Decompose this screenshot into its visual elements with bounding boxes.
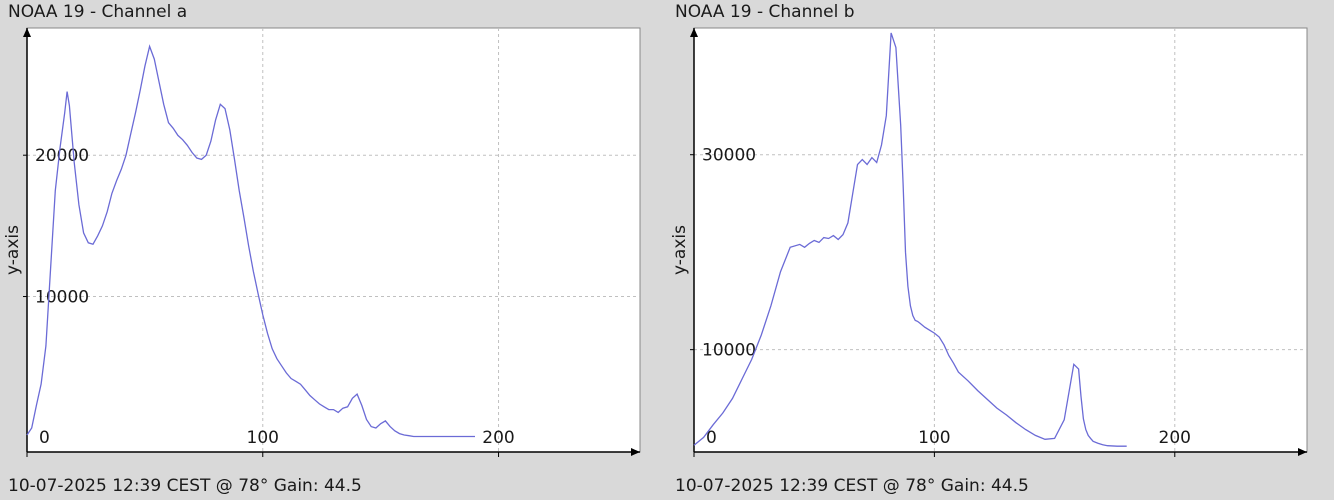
x-tick-label: 200 <box>482 428 514 448</box>
x-tick-label: 100 <box>247 428 279 448</box>
series-line <box>26 44 475 438</box>
plot-area: 0 100 200 10000 20000 y-axis <box>3 27 641 457</box>
y-tick-label: 10000 <box>35 288 89 308</box>
x-tick-label: 100 <box>918 428 950 448</box>
chart-title: NOAA 19 - Channel b <box>675 2 855 22</box>
footer-status: 10-07-2025 12:39 CEST @ 78° Gain: 44.5 <box>8 476 362 496</box>
y-tick-label: 30000 <box>702 146 756 166</box>
y-axis-arrow <box>23 28 31 37</box>
plot-area: 0 100 200 10000 30000 y-axis <box>670 27 1308 457</box>
chart-panel-channel-b: NOAA 19 - Channel b 0 100 200 10000 30000 y-a… <box>667 0 1334 500</box>
footer-status: 10-07-2025 12:39 CEST @ 78° Gain: 44.5 <box>675 476 1029 496</box>
x-tick-label: 0 <box>706 428 717 448</box>
series-line <box>693 32 1127 447</box>
y-tick-label: 10000 <box>702 341 756 361</box>
y-axis-arrow <box>690 28 698 37</box>
plot-background <box>693 27 1308 453</box>
y-axis-label: y-axis <box>3 225 23 275</box>
chart-panel-channel-a: NOAA 19 - Channel a 0 100 200 10000 20000 y-a… <box>3 2 641 496</box>
y-tick-label: 20000 <box>35 146 89 166</box>
x-tick-label: 0 <box>39 428 50 448</box>
y-axis-label: y-axis <box>670 225 690 275</box>
x-tick-label: 200 <box>1159 428 1191 448</box>
x-axis-arrow <box>631 448 640 456</box>
chart-title: NOAA 19 - Channel a <box>8 2 188 22</box>
plot-background <box>26 27 641 453</box>
x-axis-arrow <box>1298 448 1307 456</box>
